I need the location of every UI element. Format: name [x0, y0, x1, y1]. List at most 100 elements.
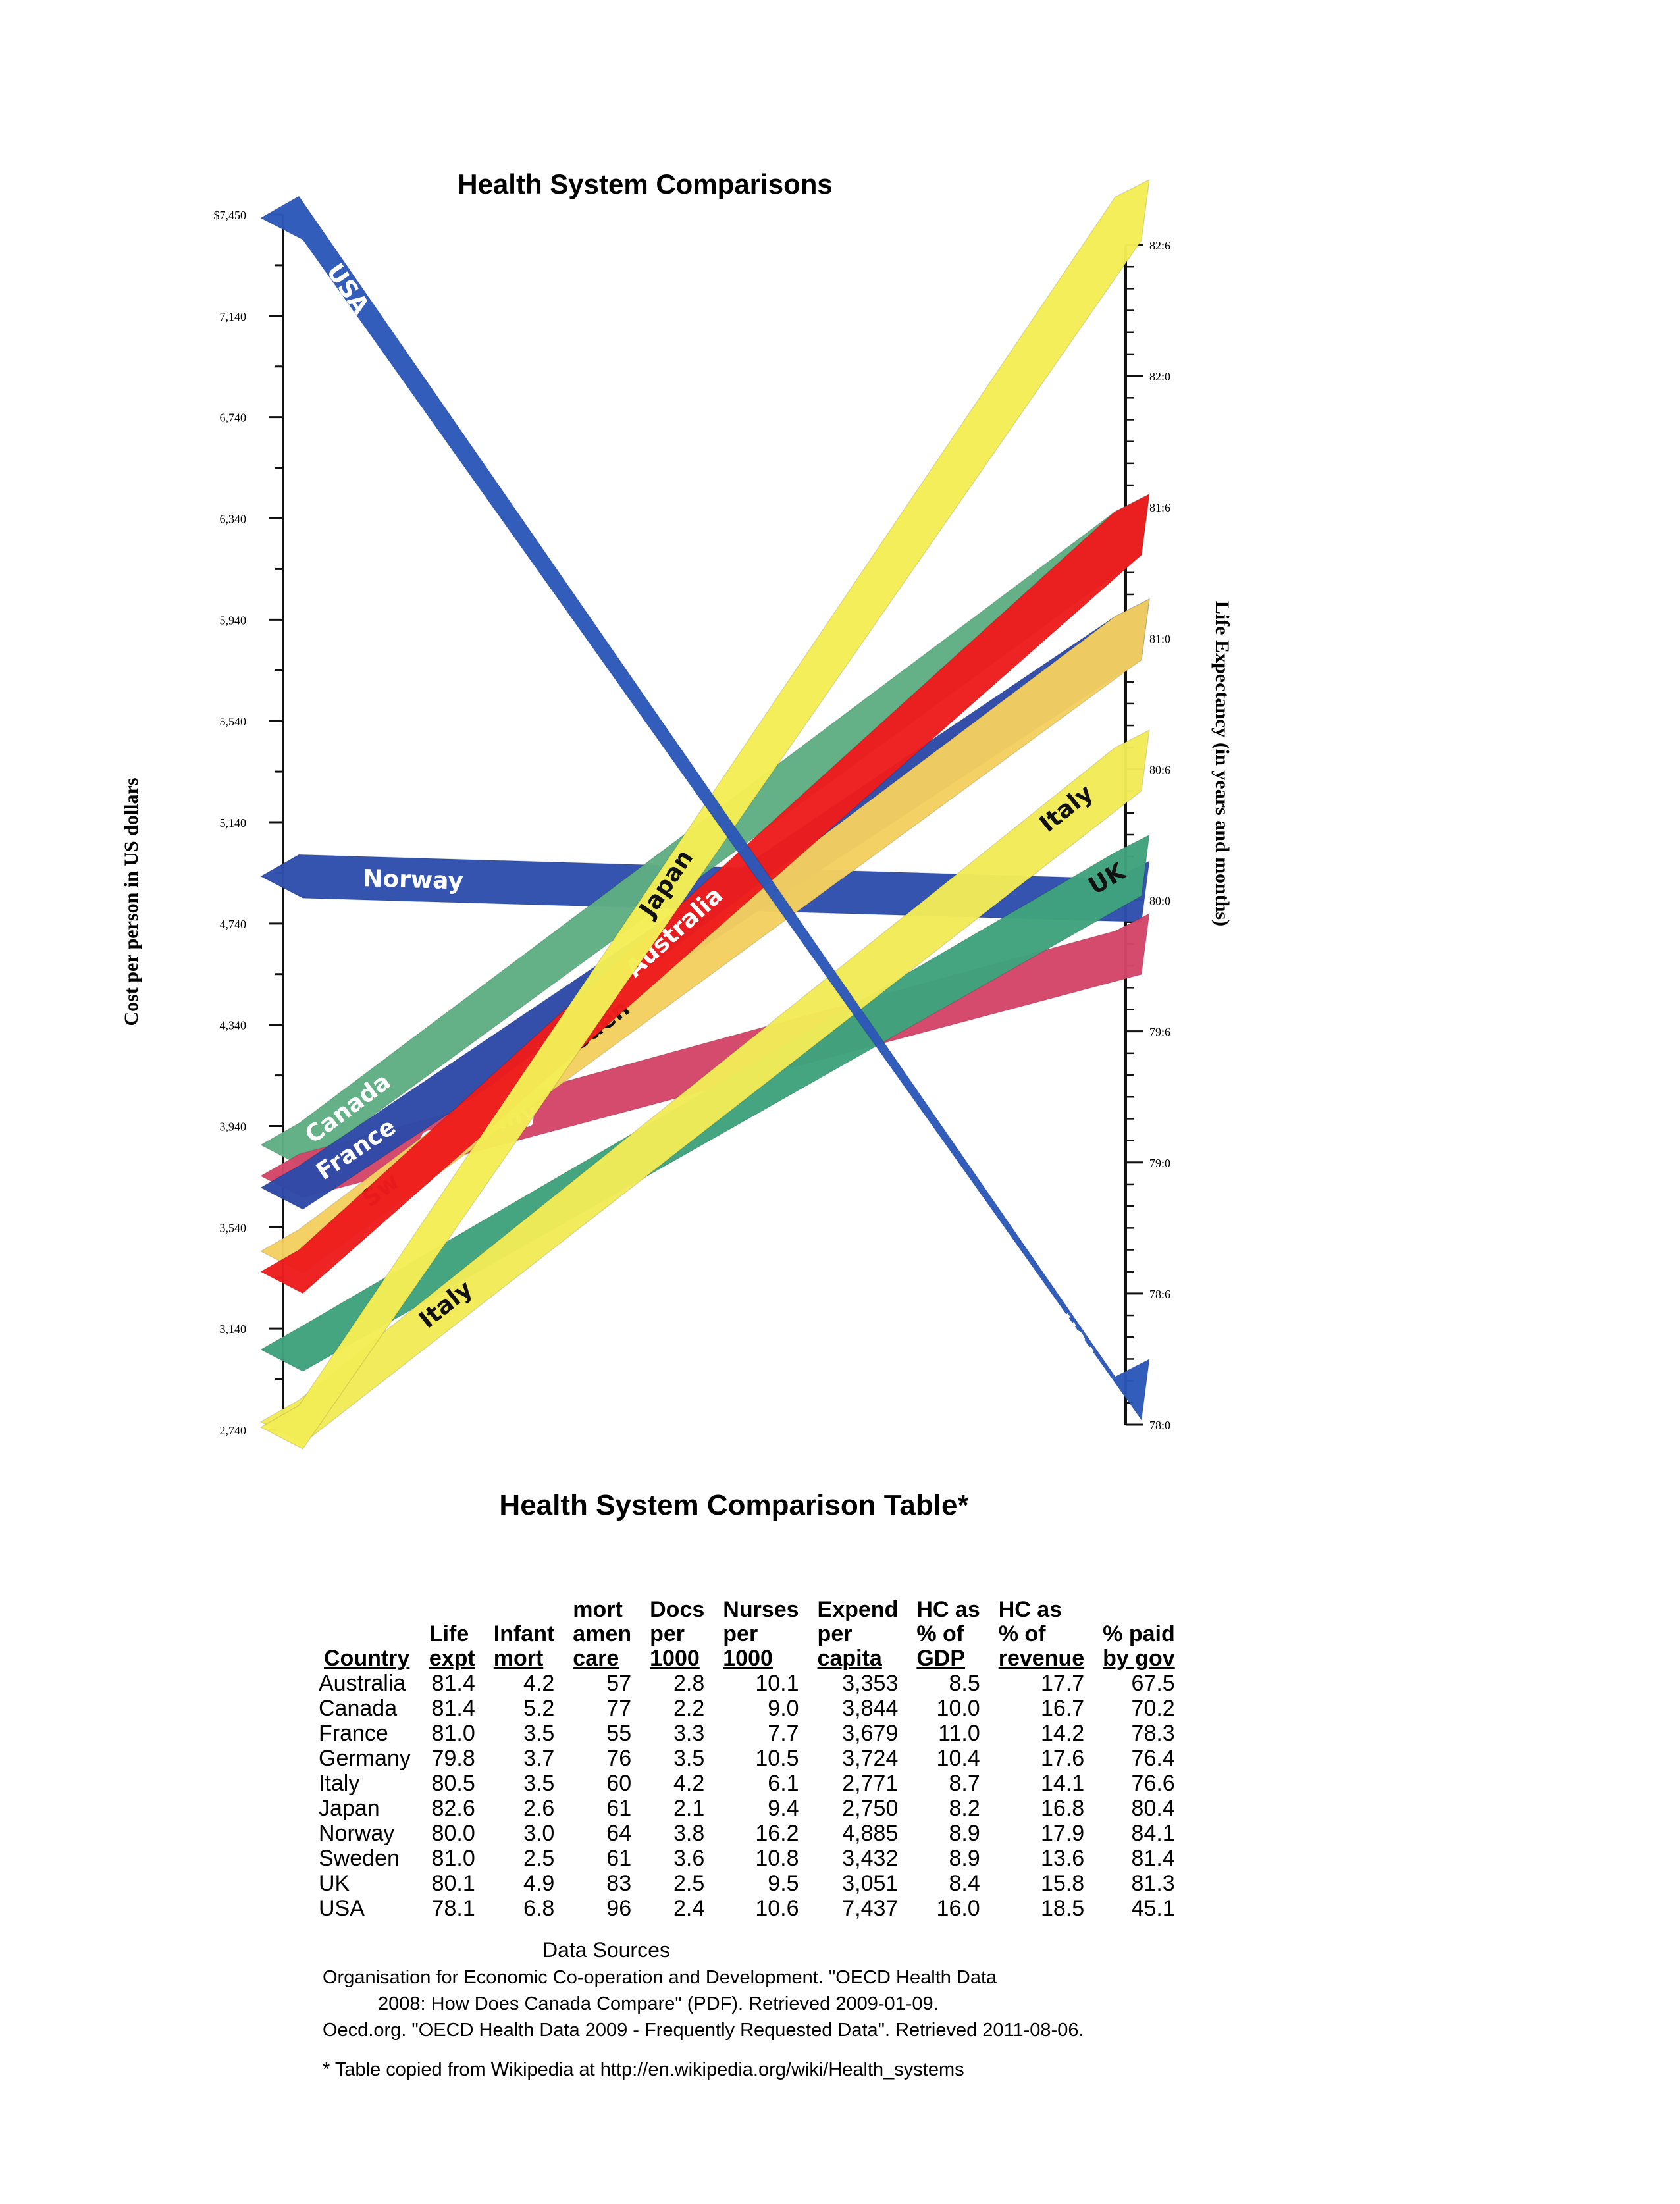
header-line: per	[817, 1621, 853, 1646]
left-tick-label: 3,940	[220, 1120, 247, 1134]
ribbon-australia	[259, 493, 1150, 1294]
table-cell: 3,432	[842, 1846, 899, 1871]
table-cell: 80.0	[431, 1821, 475, 1846]
header-line: HC as	[916, 1597, 980, 1622]
table-cell: 76.6	[1131, 1771, 1175, 1796]
header-line: % of	[998, 1621, 1046, 1646]
right-tick-label: 78:0	[1149, 1419, 1170, 1432]
table-cell: 2.8	[673, 1671, 705, 1696]
header-line	[818, 1573, 899, 1598]
ribbon-label-norway: Norway	[363, 865, 464, 895]
table-row: Japan 82.6 2.6 61 2.1 9.4 2,750 8.2 16.8 80.4	[315, 1796, 1184, 1821]
table-cell: 2.4	[673, 1896, 705, 1921]
table-header-cell: Docs per 1000	[641, 1573, 714, 1671]
header-line-underlined: expt	[429, 1646, 475, 1671]
table-header-cell: Infant mort	[485, 1573, 564, 1671]
right-tick-label: 81:6	[1149, 501, 1170, 514]
table-cell: 10.1	[755, 1671, 799, 1696]
left-tick-label: 7,140	[220, 310, 247, 323]
header-line	[650, 1573, 704, 1598]
header-line	[1103, 1598, 1175, 1622]
sources-title: Data Sources	[542, 1938, 670, 1962]
table-cell: 17.6	[1040, 1746, 1085, 1771]
table-header-cell: HC as% of revenue	[989, 1573, 1093, 1671]
table-cell: 10.0	[936, 1696, 980, 1721]
left-tick-label: 2,740	[220, 1424, 247, 1437]
table-cell: 16.7	[1040, 1696, 1085, 1721]
table-cell: 4,885	[842, 1821, 899, 1846]
table-cell: 3.5	[523, 1771, 555, 1796]
left-tick-label: 3,540	[220, 1221, 247, 1234]
table-row: France 81.0 3.5 55 3.3 7.7 3,679 11.0 14.2 78.3	[315, 1721, 1184, 1746]
table-cell: USA	[319, 1896, 365, 1921]
table-cell: Germany	[319, 1746, 411, 1771]
table-cell: 2.6	[523, 1796, 555, 1821]
header-line	[723, 1573, 799, 1598]
header-line: Life	[429, 1621, 469, 1646]
table-row: Germany 79.8 3.7 76 3.5 10.5 3,724 10.4 17.6 76.4	[315, 1746, 1184, 1771]
table-cell: 3.8	[673, 1821, 705, 1846]
table-cell: 8.9	[949, 1846, 980, 1871]
table-cell: 4.2	[673, 1771, 705, 1796]
table-cell: 3.5	[523, 1721, 555, 1746]
table-cell: 2,750	[842, 1796, 899, 1821]
header-line: per	[723, 1621, 758, 1646]
footnote: * Table copied from Wikipedia at http://…	[323, 2059, 964, 2080]
ribbon-label-usa: USA	[1047, 1309, 1101, 1370]
table-cell: 81.4	[1131, 1846, 1175, 1871]
table-cell: 16.0	[936, 1896, 980, 1921]
table-cell: 16.8	[1040, 1796, 1085, 1821]
table-cell: 14.2	[1040, 1721, 1085, 1746]
header-line-underlined: Country	[324, 1646, 410, 1671]
table-cell: 10.8	[755, 1846, 799, 1871]
table-cell: 3,724	[842, 1746, 899, 1771]
table-cell: 64	[606, 1821, 632, 1846]
right-tick-label: 82:6	[1149, 239, 1170, 252]
table-cell: 3.6	[673, 1846, 705, 1871]
table-header-cell: Country	[315, 1573, 420, 1671]
table-cell: 2.1	[673, 1796, 705, 1821]
table-cell: 9.4	[768, 1796, 799, 1821]
header-line: HC as	[998, 1597, 1063, 1622]
table-header-cell: Expend per capita	[808, 1573, 908, 1671]
right-tick-label: 78:6	[1149, 1288, 1170, 1301]
table-cell: Japan	[319, 1796, 380, 1821]
header-line	[429, 1598, 475, 1622]
table-cell: 10.6	[755, 1896, 799, 1921]
source-line: Oecd.org. "OECD Health Data 2009 - Frequ…	[323, 2020, 1084, 2041]
table-cell: 3,844	[842, 1696, 899, 1721]
header-line-underlined: GDP	[916, 1646, 966, 1671]
table-cell: 2.2	[673, 1696, 705, 1721]
left-tick-label: 4,340	[220, 1019, 247, 1032]
table-header-cell: % paid by gov	[1093, 1573, 1184, 1671]
table-cell: 76	[606, 1746, 632, 1771]
table-cell: 4.9	[523, 1871, 555, 1896]
left-tick-label: 5,140	[220, 816, 247, 829]
table-cell: 2.5	[673, 1871, 705, 1896]
table-cell: 61	[606, 1796, 632, 1821]
table-cell: Sweden	[319, 1846, 400, 1871]
table-cell: 8.4	[949, 1871, 980, 1896]
header-line: Expend	[817, 1597, 899, 1622]
table-cell: 81.4	[431, 1696, 475, 1721]
comparison-table: Country Life expt Infant mort mort amen care…	[315, 1573, 1184, 1922]
table-cell: 10.4	[936, 1746, 980, 1771]
table-cell: 78.1	[431, 1896, 475, 1921]
right-tick-label: 79:0	[1149, 1157, 1170, 1170]
table-cell: 77	[606, 1696, 632, 1721]
header-line: amen	[573, 1621, 632, 1646]
table-cell: 7,437	[842, 1896, 899, 1921]
header-line: % paid	[1103, 1621, 1175, 1646]
table-cell: UK	[319, 1871, 350, 1896]
header-line-underlined: 1000	[650, 1646, 700, 1671]
table-cell: 9.5	[768, 1871, 799, 1896]
table-cell: 80.4	[1131, 1796, 1175, 1821]
table-cell: 81.0	[431, 1721, 475, 1746]
header-line-underlined: by gov	[1103, 1646, 1175, 1671]
table-row: Canada 81.4 5.2 77 2.2 9.0 3,844 10.0 16.7 70.2	[315, 1696, 1184, 1721]
source-line: Organisation for Economic Co-operation a…	[323, 1967, 997, 1988]
header-line	[573, 1573, 631, 1598]
table-cell: 81.3	[1131, 1871, 1175, 1896]
table-cell: 9.0	[768, 1696, 799, 1721]
right-tick-label: 82:0	[1149, 370, 1170, 383]
